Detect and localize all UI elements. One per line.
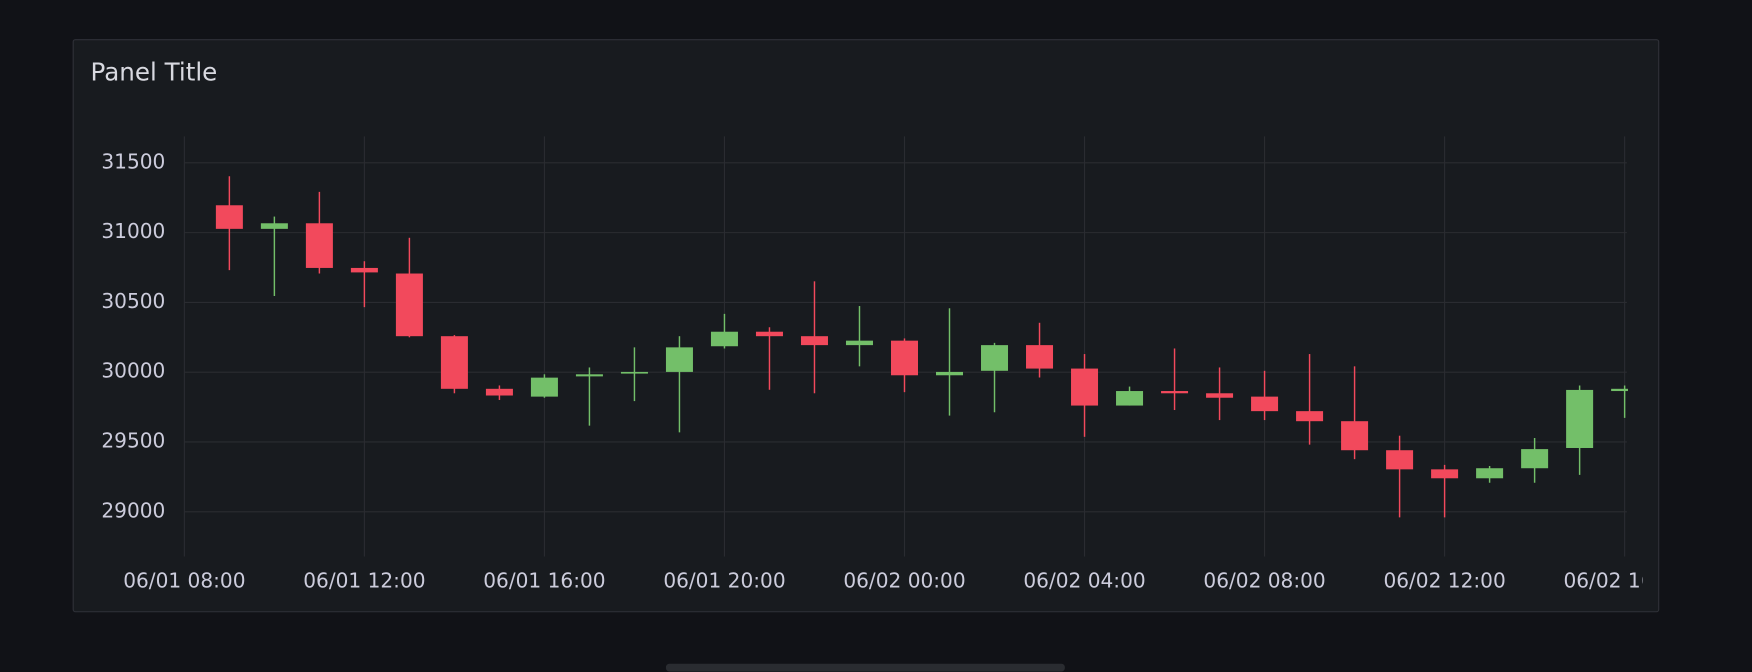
body xyxy=(575,374,603,377)
candle xyxy=(215,176,243,271)
candle xyxy=(1116,386,1144,406)
x-tick-label: 06/02 16:00 xyxy=(1563,569,1685,593)
y-axis: 29000 29500 30000 30500 31000 31500 xyxy=(101,149,165,522)
plot xyxy=(215,176,1628,518)
body xyxy=(1521,449,1549,469)
candle xyxy=(305,191,333,274)
body xyxy=(1116,391,1144,406)
candle xyxy=(530,374,558,398)
body xyxy=(620,371,648,374)
body xyxy=(800,336,828,346)
body xyxy=(1026,345,1054,369)
body xyxy=(350,267,378,273)
candle xyxy=(710,313,738,349)
body xyxy=(1476,468,1504,479)
body xyxy=(485,388,513,396)
candle xyxy=(981,342,1009,413)
body xyxy=(755,331,783,337)
body xyxy=(1296,411,1324,422)
body xyxy=(260,223,288,229)
candle xyxy=(1296,354,1324,445)
body xyxy=(665,347,693,372)
candle xyxy=(755,327,783,390)
body xyxy=(710,331,738,347)
candle xyxy=(1566,385,1594,475)
candle xyxy=(1431,464,1459,518)
y-tick-label: 31000 xyxy=(101,219,165,243)
body xyxy=(936,371,964,376)
y-tick-label: 29000 xyxy=(101,498,165,522)
x-tick-label: 06/01 16:00 xyxy=(483,569,605,593)
x-axis: 06/01 08:00 06/01 12:00 06/01 16:00 06/01 2… xyxy=(123,569,1685,593)
body xyxy=(1431,469,1459,479)
x-tick-label: 06/01 20:00 xyxy=(663,569,785,593)
panel-title: Panel Title xyxy=(91,58,218,87)
candle xyxy=(890,338,918,393)
y-tick-label: 29500 xyxy=(101,428,165,452)
candle xyxy=(350,261,378,308)
candle xyxy=(1206,367,1234,421)
candle xyxy=(1521,437,1549,483)
y-tick-label: 30500 xyxy=(101,289,165,313)
candle xyxy=(1386,435,1414,518)
candle xyxy=(620,347,648,402)
x-tick-label: 06/02 08:00 xyxy=(1203,569,1325,593)
body xyxy=(305,223,333,268)
x-tick-label: 06/02 04:00 xyxy=(1023,569,1145,593)
y-tick-label: 31500 xyxy=(101,149,165,173)
body xyxy=(530,377,558,397)
body xyxy=(1386,450,1414,470)
x-tick-label: 06/01 12:00 xyxy=(303,569,425,593)
candle xyxy=(440,335,468,394)
body xyxy=(395,273,423,337)
candle xyxy=(575,367,603,426)
candle xyxy=(665,336,693,433)
candle xyxy=(1251,370,1279,421)
body xyxy=(1611,388,1628,392)
x-tick-label: 06/01 08:00 xyxy=(123,569,245,593)
candle xyxy=(845,306,873,367)
y-tick-label: 30000 xyxy=(101,359,165,383)
candle xyxy=(485,385,513,400)
body xyxy=(845,340,873,346)
candle xyxy=(1476,465,1504,483)
scrollbar[interactable] xyxy=(665,663,1065,672)
candle xyxy=(1026,322,1054,378)
candle xyxy=(1341,366,1369,460)
body xyxy=(1251,396,1279,412)
candle xyxy=(1161,348,1189,411)
body xyxy=(1566,389,1594,448)
body xyxy=(1161,391,1189,394)
body xyxy=(890,340,918,376)
candle xyxy=(260,216,288,296)
x-tick-label: 06/02 12:00 xyxy=(1383,569,1505,593)
body xyxy=(1071,368,1099,406)
body xyxy=(440,336,468,389)
candle xyxy=(1071,354,1099,437)
x-tick-label: 06/02 00:00 xyxy=(843,569,965,593)
candle xyxy=(936,308,964,416)
candle xyxy=(1611,385,1628,418)
body xyxy=(1341,421,1369,451)
body xyxy=(981,345,1009,371)
candle xyxy=(395,237,423,338)
body xyxy=(215,205,243,229)
body xyxy=(1206,393,1234,398)
candle xyxy=(800,281,828,394)
panel xyxy=(72,39,1660,613)
